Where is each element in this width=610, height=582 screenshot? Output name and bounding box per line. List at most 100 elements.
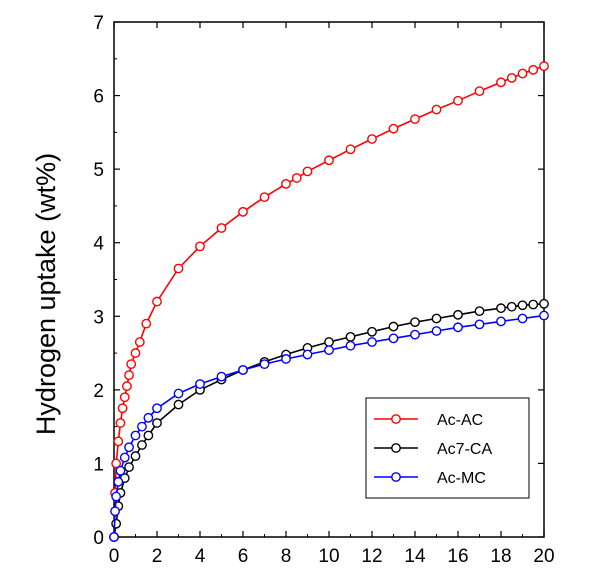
data-point-ac7-ca [506, 301, 517, 312]
data-point-ac-mc [137, 421, 147, 432]
data-point-ac-ac [291, 173, 302, 183]
data-point-ac-ac [302, 166, 313, 177]
data-point-ac-ac [410, 114, 420, 125]
legend-label: Ac7-CA [437, 441, 492, 458]
data-point-ac-mc [474, 319, 485, 330]
data-point-ac-mc [195, 379, 205, 389]
data-point-ac-ac [111, 458, 122, 469]
data-point-ac-mc [115, 465, 126, 476]
data-point-ac-ac [517, 68, 528, 79]
x-tick-label: 16 [447, 546, 468, 567]
data-point-ac-ac [453, 95, 463, 106]
data-point-ac-ac [113, 436, 124, 447]
data-point-ac7-ca [539, 298, 549, 309]
y-tick-label: 5 [93, 160, 104, 181]
data-point-ac-mc [111, 491, 122, 502]
data-point-ac7-ca [137, 440, 147, 450]
data-point-ac7-ca [453, 309, 463, 320]
data-point-ac7-ca [324, 337, 334, 347]
data-point-ac-ac [216, 223, 227, 233]
data-point-ac7-ca [111, 518, 122, 529]
x-tick-label: 4 [195, 546, 206, 567]
data-point-ac-ac [238, 206, 248, 217]
x-tick-label: 0 [109, 546, 120, 567]
legend-label: Ac-AC [437, 412, 483, 429]
data-point-ac-ac [119, 392, 130, 403]
y-axis-title: Hydrogen uptake (wt%) [31, 153, 61, 435]
data-point-ac-mc [113, 476, 124, 487]
data-point-ac7-ca [152, 418, 162, 428]
data-point-ac-mc [453, 322, 463, 333]
data-point-ac-mc [259, 359, 270, 370]
data-point-ac7-ca [345, 331, 356, 342]
data-point-ac-ac [124, 370, 134, 381]
data-point-ac-mc [130, 430, 141, 441]
data-point-ac-ac [474, 86, 485, 97]
data-point-ac7-ca [173, 399, 184, 410]
data-point-ac7-ca [517, 300, 528, 311]
data-point-ac-ac [388, 123, 399, 134]
data-point-ac-ac [141, 318, 152, 329]
y-tick-label: 2 [93, 381, 104, 402]
data-point-ac-ac [126, 359, 137, 370]
y-tick-label: 1 [93, 454, 104, 475]
data-point-ac-mc [110, 506, 120, 517]
data-point-ac-mc [345, 340, 356, 351]
data-point-ac-mc [238, 365, 248, 375]
legend-marker [391, 414, 401, 424]
y-tick-label: 7 [93, 13, 104, 34]
data-point-ac-mc [216, 371, 227, 382]
data-point-ac-ac [173, 263, 184, 274]
data-point-ac-ac [259, 192, 270, 203]
data-point-ac-mc [388, 333, 399, 344]
data-point-ac7-ca [143, 430, 154, 441]
data-point-ac-ac [496, 77, 506, 88]
data-point-ac-ac [324, 155, 334, 166]
x-tick-label: 10 [318, 546, 339, 567]
data-point-ac-mc [367, 337, 377, 347]
data-point-ac-ac [134, 337, 145, 347]
legend-item-ac-ac: Ac-AC [374, 412, 483, 429]
data-point-ac7-ca [388, 321, 399, 332]
data-point-ac-ac [195, 241, 205, 252]
data-point-ac-ac [281, 178, 291, 189]
data-point-ac7-ca [367, 326, 377, 337]
x-tick-label: 14 [404, 546, 426, 567]
legend-item-ac7-ca: Ac7-CA [374, 441, 492, 458]
data-point-ac-mc [109, 532, 119, 542]
data-point-ac-ac [367, 134, 377, 144]
data-point-ac-mc [119, 452, 130, 463]
data-point-ac-mc [324, 345, 334, 356]
x-tick-label: 12 [361, 546, 382, 567]
y-tick-label: 0 [93, 528, 104, 549]
data-point-ac-ac [539, 61, 549, 72]
x-tick-label: 8 [281, 546, 292, 567]
data-point-ac-ac [117, 403, 128, 414]
x-tick-label: 20 [533, 546, 554, 567]
data-point-ac-ac [130, 348, 141, 358]
data-point-ac7-ca [130, 451, 141, 461]
data-point-ac-mc [410, 329, 420, 340]
data-point-ac-mc [173, 388, 184, 399]
data-point-ac7-ca [410, 317, 420, 328]
data-point-ac-ac [431, 104, 442, 115]
series-ac-mc [109, 310, 549, 542]
x-tick-label: 2 [152, 546, 163, 567]
legend-items: Ac-AC Ac7-CA Ac-MC [374, 412, 492, 487]
y-tick-label: 3 [93, 307, 104, 328]
data-point-ac7-ca [124, 462, 134, 473]
data-point-ac-ac [122, 381, 132, 392]
data-point-ac-ac [115, 418, 126, 428]
data-point-ac7-ca [431, 313, 442, 324]
data-point-ac7-ca [528, 299, 539, 310]
data-point-ac-mc [496, 316, 506, 327]
data-point-ac-mc [281, 354, 291, 364]
data-point-ac-ac [152, 296, 162, 307]
data-point-ac-ac [345, 144, 356, 155]
legend-label: Ac-MC [437, 470, 486, 487]
legend-marker [391, 443, 401, 453]
data-point-ac-mc [152, 403, 162, 414]
y-tick-label: 6 [93, 87, 104, 108]
